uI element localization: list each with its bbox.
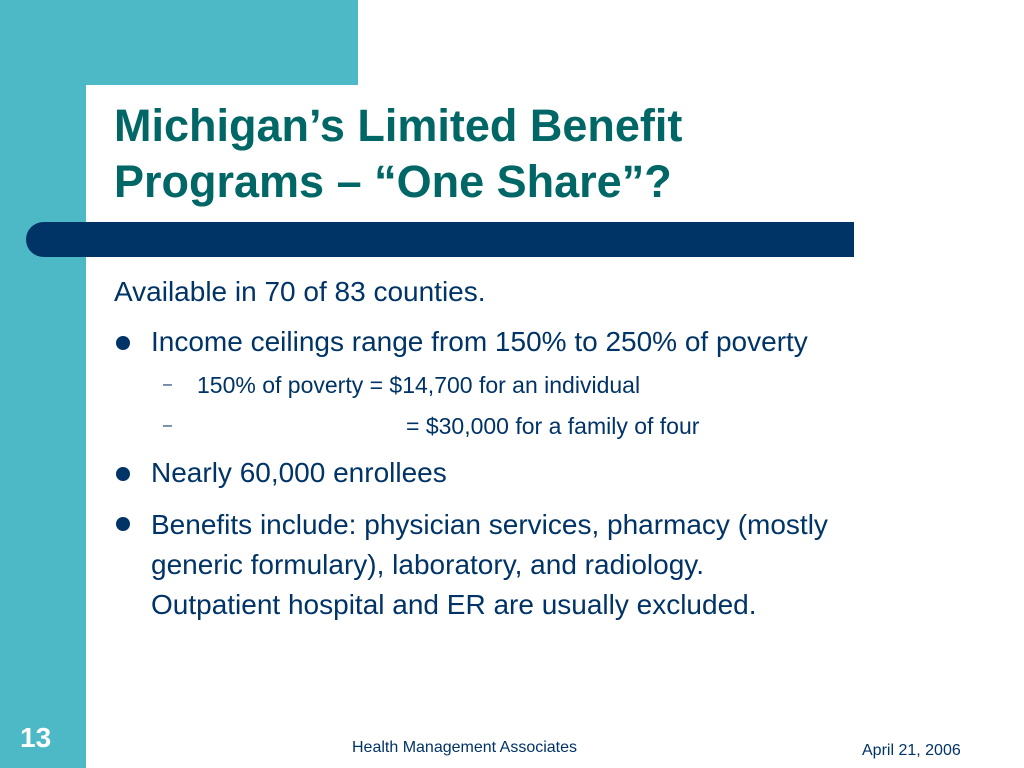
bullet-income-ceilings: Income ceilings range from 150% to 250% … <box>151 326 808 357</box>
bullet-benefits: Benefits include: physician services, ph… <box>151 505 1001 625</box>
footer-organization: Health Management Associates <box>352 739 578 756</box>
title-line-1: Michigan’s Limited Benefit <box>114 100 683 151</box>
title-underline-bar <box>26 222 854 257</box>
sub-bullet-individual: 150% of poverty = $14,700 for an individ… <box>197 372 641 398</box>
benefits-line-1: Benefits include: physician services, ph… <box>151 509 828 540</box>
bullet-enrollees: Nearly 60,000 enrollees <box>151 457 447 488</box>
footer-date: April 21, 2006 <box>862 742 961 759</box>
teal-left-band <box>0 0 86 768</box>
bullet-dot-icon <box>116 517 130 531</box>
slide-title: Michigan’s Limited Benefit Programs – “O… <box>114 98 974 210</box>
bullet-dot-icon <box>116 467 130 481</box>
slide-number: 13 <box>20 722 52 753</box>
title-line-2: Programs – “One Share”? <box>114 156 672 207</box>
bullet-dot-icon <box>116 336 130 350</box>
intro-text: Available in 70 of 83 counties. <box>114 276 486 307</box>
teal-top-band <box>0 0 358 85</box>
sub-bullet-family: = $30,000 for a family of four <box>406 413 700 439</box>
dash-icon: – <box>163 376 172 393</box>
benefits-line-3: Outpatient hospital and ER are usually e… <box>151 589 757 620</box>
dash-icon: – <box>163 417 172 434</box>
benefits-line-2: generic formulary), laboratory, and radi… <box>151 549 704 580</box>
